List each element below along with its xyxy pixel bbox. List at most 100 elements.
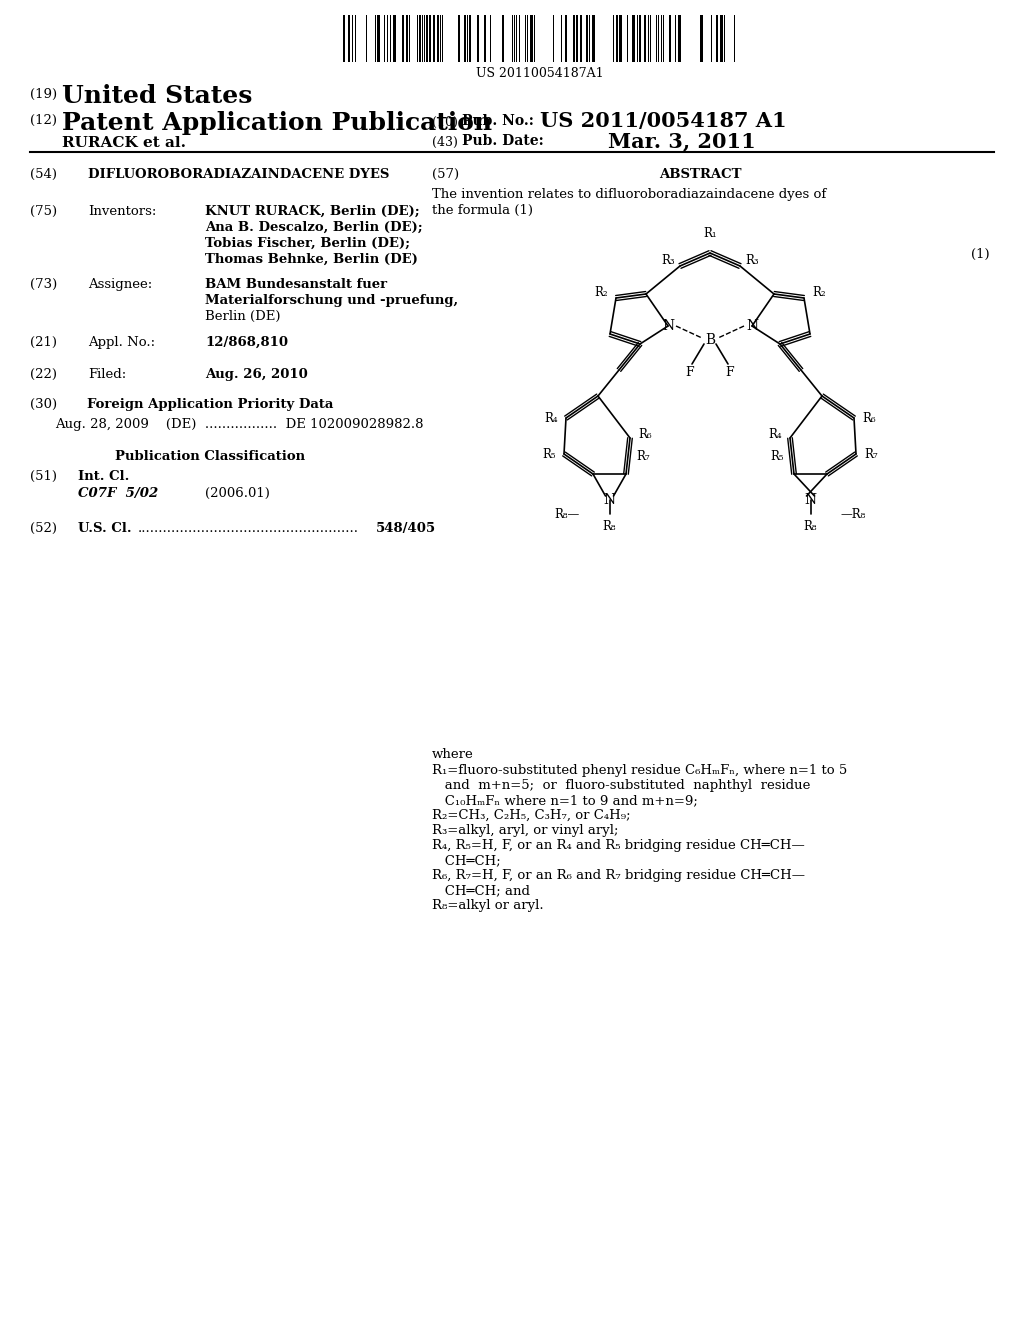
Bar [458, 15, 460, 62]
Text: R₇: R₇ [864, 447, 878, 461]
Bar [406, 15, 408, 62]
Text: (12): (12) [30, 114, 57, 127]
Text: R₂: R₂ [812, 285, 825, 298]
Text: (52): (52) [30, 521, 57, 535]
Text: N: N [745, 319, 758, 333]
Bar [678, 15, 681, 62]
Text: RURACK et al.: RURACK et al. [62, 136, 186, 150]
Text: (75): (75) [30, 205, 57, 218]
Text: Berlin (DE): Berlin (DE) [205, 310, 281, 323]
Bar [700, 15, 703, 62]
Text: (10): (10) [432, 116, 458, 129]
Text: R₃: R₃ [745, 253, 759, 267]
Bar [565, 15, 567, 62]
Bar [720, 15, 723, 62]
Bar [716, 15, 718, 62]
Text: Pub. No.:: Pub. No.: [462, 114, 534, 128]
Text: Ana B. Descalzo, Berlin (DE);: Ana B. Descalzo, Berlin (DE); [205, 220, 423, 234]
Text: United States: United States [62, 84, 252, 108]
Text: R₇: R₇ [636, 450, 649, 462]
Text: (54): (54) [30, 168, 57, 181]
Text: Mar. 3, 2011: Mar. 3, 2011 [608, 131, 756, 150]
Text: Materialforschung und -pruefung,: Materialforschung und -pruefung, [205, 294, 458, 308]
Text: Pub. Date:: Pub. Date: [462, 135, 544, 148]
Text: N: N [603, 492, 615, 507]
Text: DIFLUOROBORADIAZAINDACENE DYES: DIFLUOROBORADIAZAINDACENE DYES [88, 168, 389, 181]
Bar [616, 15, 618, 62]
Text: The invention relates to difluoroboradiazaindacene dyes of: The invention relates to difluoroboradia… [432, 187, 826, 201]
Text: (22): (22) [30, 368, 57, 381]
Text: (43): (43) [432, 136, 458, 149]
Text: R₅: R₅ [770, 450, 784, 462]
Bar [419, 15, 421, 62]
Bar [639, 15, 641, 62]
Text: N: N [662, 319, 674, 333]
Bar [644, 15, 646, 62]
Text: U.S. Cl.: U.S. Cl. [78, 521, 132, 535]
Text: Assignee:: Assignee: [88, 279, 153, 290]
Text: Aug. 26, 2010: Aug. 26, 2010 [205, 368, 308, 381]
Text: R₄: R₄ [768, 428, 782, 441]
Bar [575, 15, 578, 62]
Text: R₂=CH₃, C₂H₅, C₃H₇, or C₄H₉;: R₂=CH₃, C₂H₅, C₃H₇, or C₄H₉; [432, 809, 631, 822]
Text: C07F  5/02: C07F 5/02 [78, 487, 159, 500]
Bar [377, 15, 380, 62]
Bar [429, 15, 431, 62]
Bar [464, 15, 466, 62]
Text: CH═CH;: CH═CH; [432, 854, 501, 867]
Text: R₆: R₆ [638, 428, 651, 441]
Text: R₆, R₇=H, F, or an R₆ and R₇ bridging residue CH═CH—: R₆, R₇=H, F, or an R₆ and R₇ bridging re… [432, 869, 805, 882]
Text: Patent Application Publication: Patent Application Publication [62, 111, 493, 135]
Text: Appl. No.:: Appl. No.: [88, 337, 155, 348]
Text: ....................................................: ........................................… [138, 521, 359, 535]
Bar [580, 15, 582, 62]
Text: —R₈: —R₈ [841, 507, 865, 520]
Text: 12/868,810: 12/868,810 [205, 337, 288, 348]
Bar [477, 15, 479, 62]
Text: Inventors:: Inventors: [88, 205, 157, 218]
Text: C₁₀HₘFₙ where n=1 to 9 and m+n=9;: C₁₀HₘFₙ where n=1 to 9 and m+n=9; [432, 795, 698, 807]
Bar [618, 15, 622, 62]
Bar [437, 15, 439, 62]
Text: R₃: R₃ [662, 253, 675, 267]
Text: US 20110054187A1: US 20110054187A1 [476, 67, 604, 81]
Bar [530, 15, 534, 62]
Text: R₅: R₅ [543, 447, 556, 461]
Bar [348, 15, 350, 62]
Text: and  m+n=5;  or  fluoro-substituted  naphthyl  residue: and m+n=5; or fluoro-substituted naphthy… [432, 779, 810, 792]
Bar [433, 15, 435, 62]
Text: US 2011/0054187 A1: US 2011/0054187 A1 [540, 111, 786, 131]
Text: (21): (21) [30, 337, 57, 348]
Text: Int. Cl.: Int. Cl. [78, 470, 129, 483]
Text: KNUT RURACK, Berlin (DE);: KNUT RURACK, Berlin (DE); [205, 205, 420, 218]
Bar [402, 15, 404, 62]
Bar [393, 15, 396, 62]
Text: B: B [705, 333, 715, 347]
Text: N: N [805, 492, 816, 507]
Text: R₄: R₄ [545, 412, 558, 425]
Bar [502, 15, 504, 62]
Text: Publication Classification: Publication Classification [115, 450, 305, 463]
Text: Tobias Fischer, Berlin (DE);: Tobias Fischer, Berlin (DE); [205, 238, 411, 249]
Text: Thomas Behnke, Berlin (DE): Thomas Behnke, Berlin (DE) [205, 253, 418, 267]
Bar [573, 15, 575, 62]
Text: the formula (1): the formula (1) [432, 205, 534, 216]
Text: (57): (57) [432, 168, 459, 181]
Text: R₁=fluoro-substituted phenyl residue C₆HₘFₙ, where n=1 to 5: R₁=fluoro-substituted phenyl residue C₆H… [432, 764, 847, 777]
Bar [469, 15, 471, 62]
Text: (1): (1) [972, 248, 990, 261]
Text: R₄, R₅=H, F, or an R₄ and R₅ bridging residue CH═CH—: R₄, R₅=H, F, or an R₄ and R₅ bridging re… [432, 840, 805, 851]
Text: R₈=alkyl or aryl.: R₈=alkyl or aryl. [432, 899, 544, 912]
Text: R₁: R₁ [703, 227, 717, 240]
Text: BAM Bundesanstalt fuer: BAM Bundesanstalt fuer [205, 279, 387, 290]
Text: R₈: R₈ [804, 520, 817, 533]
Text: Aug. 28, 2009    (DE)  .................  DE 102009028982.8: Aug. 28, 2009 (DE) ................. DE … [55, 418, 424, 432]
Text: R₂: R₂ [594, 285, 608, 298]
Text: ABSTRACT: ABSTRACT [658, 168, 741, 181]
Text: R₈—: R₈— [554, 507, 580, 520]
Text: R₈: R₈ [603, 520, 616, 533]
Bar [632, 15, 635, 62]
Text: (2006.01): (2006.01) [205, 487, 270, 500]
Text: (19): (19) [30, 88, 57, 102]
Text: (73): (73) [30, 279, 57, 290]
